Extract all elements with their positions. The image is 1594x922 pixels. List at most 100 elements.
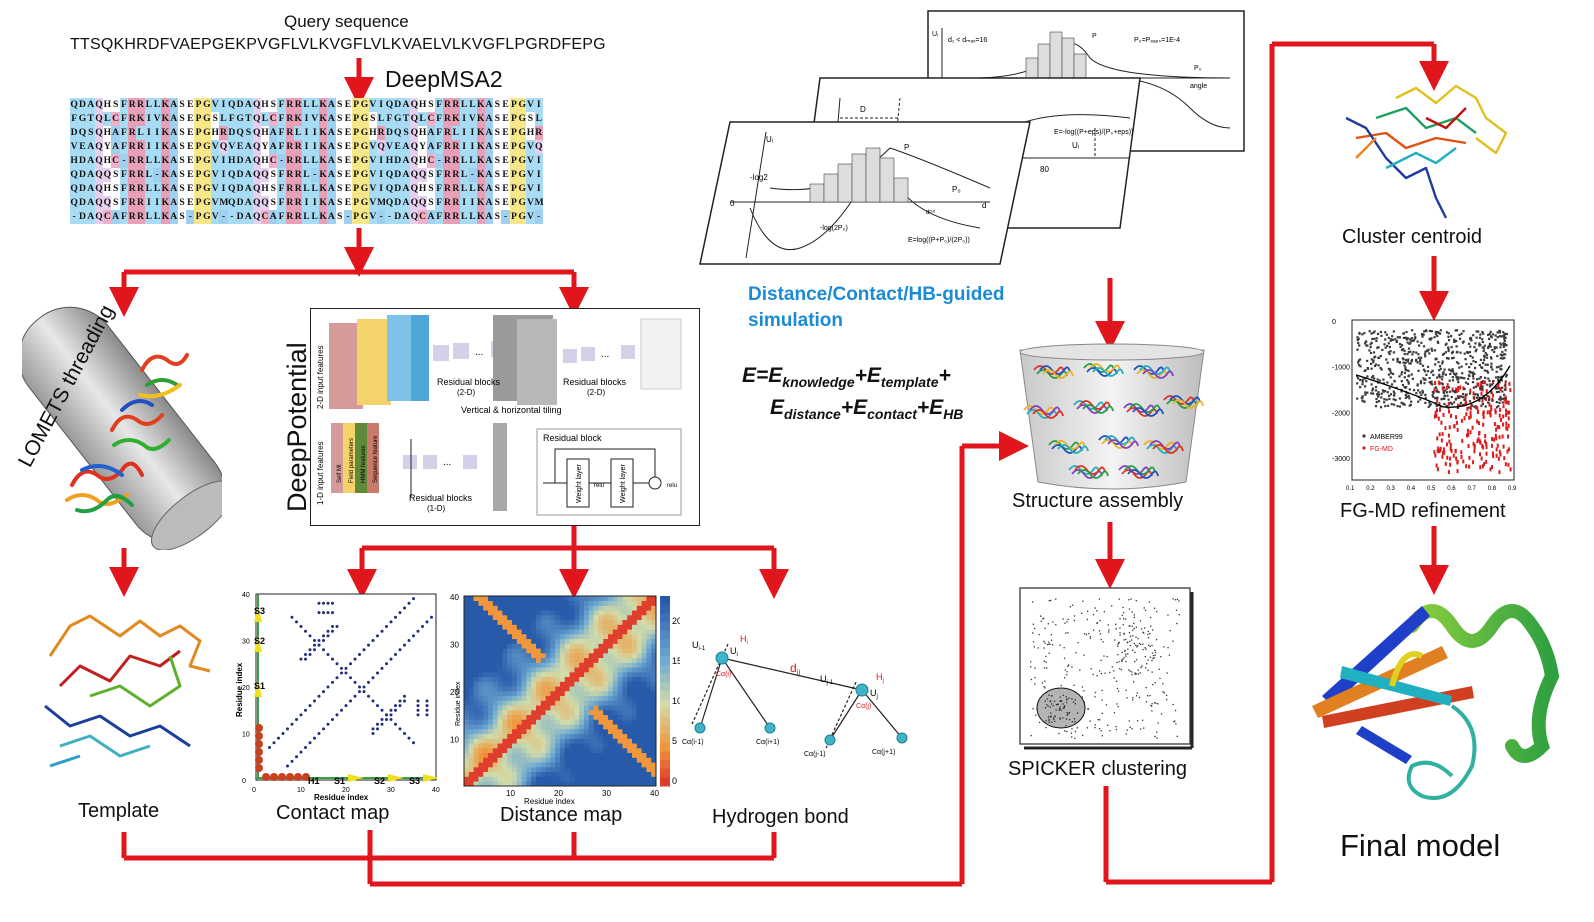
fgmd-grey-point xyxy=(1410,337,1413,340)
msa-residue: E xyxy=(235,140,245,154)
distance-cell xyxy=(617,724,623,730)
distance-cell xyxy=(555,629,561,635)
distance-cell xyxy=(540,624,546,630)
distance-cell xyxy=(584,743,590,749)
plane1-p: P xyxy=(1092,33,1097,40)
fgmd-grey-point xyxy=(1403,385,1406,389)
distance-cell xyxy=(584,781,590,787)
distance-cell xyxy=(617,719,623,725)
fgmd-grey-point xyxy=(1384,338,1387,341)
distance-cell xyxy=(507,624,513,630)
distance-cell xyxy=(564,738,570,744)
msa-residue: V xyxy=(526,196,535,210)
distance-cell xyxy=(536,752,542,758)
msa-residue: D xyxy=(78,154,87,168)
spicker-point xyxy=(1165,698,1168,701)
spicker-point xyxy=(1145,686,1147,689)
distance-cell xyxy=(598,634,604,640)
msa-residue: R xyxy=(136,168,145,182)
distance-cell xyxy=(608,605,614,611)
distance-cell xyxy=(521,605,527,611)
msa-residue: E xyxy=(501,140,510,154)
fgmd-red-point xyxy=(1499,407,1502,412)
distance-cell xyxy=(531,752,537,758)
fgmd-grey-point xyxy=(1501,354,1504,357)
fgmd-grey-point xyxy=(1454,373,1457,376)
contact-point xyxy=(331,629,334,633)
spicker-point xyxy=(1054,720,1056,723)
distance-cell xyxy=(569,600,575,606)
fgmd-grey-point xyxy=(1384,331,1387,334)
distance-cell xyxy=(646,681,652,687)
spicker-point xyxy=(1124,649,1126,652)
contact-point xyxy=(367,643,370,647)
contact-point xyxy=(389,718,393,722)
spicker-point xyxy=(1127,648,1129,650)
fgmd-grey-point xyxy=(1374,385,1378,389)
distance-cell xyxy=(617,667,623,673)
distance-cell xyxy=(521,667,527,673)
distance-cell xyxy=(569,657,575,663)
distance-cell xyxy=(593,667,599,673)
distance-cell xyxy=(636,700,642,706)
plane3-log2: -log2 xyxy=(750,173,768,182)
distance-cell xyxy=(598,643,604,649)
fgmd-red-point xyxy=(1435,413,1438,418)
distance-cell xyxy=(622,672,628,678)
fgmd-grey-point xyxy=(1459,404,1462,407)
contact-point xyxy=(394,652,397,656)
fgmd-grey-point xyxy=(1454,391,1457,394)
distance-cell xyxy=(603,653,609,659)
msa-residue: Q xyxy=(410,154,419,168)
distance-cell xyxy=(588,619,594,625)
distance-cell xyxy=(574,672,580,678)
fgmd-grey-point xyxy=(1435,390,1438,393)
msa-residue: R xyxy=(285,182,295,196)
distance-cell xyxy=(526,648,532,654)
msa-residue: K xyxy=(318,196,328,210)
distance-cell xyxy=(651,762,657,768)
contact-point xyxy=(304,657,307,661)
strand-arrow xyxy=(254,606,262,622)
distance-cell xyxy=(617,624,623,630)
distance-cell xyxy=(526,691,532,697)
distance-cell xyxy=(488,733,494,739)
fgmd-red-point xyxy=(1496,443,1499,448)
fgmd-grey-point xyxy=(1456,406,1459,409)
distance-cell xyxy=(641,691,647,697)
distance-cell xyxy=(622,762,628,768)
fgmd-grey-point xyxy=(1408,388,1411,391)
msa-residue: L xyxy=(144,154,153,168)
distance-cell xyxy=(612,733,618,739)
fgmd-grey-point xyxy=(1438,369,1441,372)
msa-residue: E xyxy=(186,140,195,154)
distance-cell xyxy=(502,710,508,716)
distance-cell xyxy=(502,662,508,668)
fgmd-grey-point xyxy=(1476,378,1479,381)
msa-residue: H xyxy=(227,154,236,168)
plane1-eq1: d₁ < dₘₐₓ=16 xyxy=(948,37,987,44)
spicker-point xyxy=(1068,664,1070,666)
msa-residue: P xyxy=(194,126,203,140)
distance-cell xyxy=(636,672,642,678)
distance-cell xyxy=(507,686,513,692)
msa-residue: A xyxy=(244,140,253,154)
distance-cell xyxy=(555,648,561,654)
fgmd-red-point xyxy=(1438,407,1441,412)
distance-cell xyxy=(488,757,494,763)
contact-point xyxy=(358,652,361,656)
distance-cell xyxy=(512,729,518,735)
fgmd-red-point xyxy=(1484,434,1487,439)
fgmd-grey-point xyxy=(1497,376,1500,379)
fgmd-grey-point xyxy=(1478,344,1481,347)
distance-cell xyxy=(588,605,594,611)
distance-cell xyxy=(526,757,532,763)
fgmd-grey-point xyxy=(1468,366,1471,369)
distance-cell xyxy=(598,596,604,602)
spicker-point xyxy=(1068,711,1070,714)
fgmd-grey-point xyxy=(1390,403,1393,406)
distance-cell xyxy=(540,662,546,668)
spicker-point xyxy=(1122,606,1124,609)
fgmd-red-point xyxy=(1476,406,1479,411)
distance-cell xyxy=(473,776,479,782)
